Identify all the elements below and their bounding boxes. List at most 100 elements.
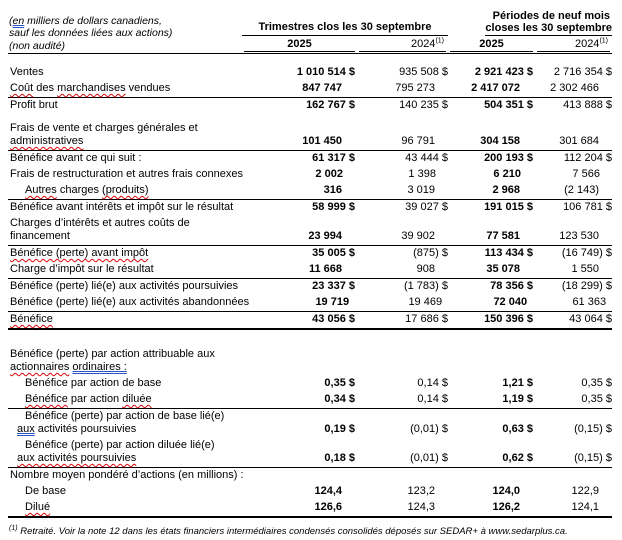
cell-value: (2 143) (564, 184, 599, 196)
table-row: De base 124,4 123,2 124,0 122,9 (8, 484, 612, 500)
table-row: Bénéfice 43 056 $ 17 686 $ 150 396 $ 43 064 … (8, 312, 612, 330)
cell-value: 2 417 072 (471, 82, 520, 94)
table-row: Charge d’impôt sur le résultat 11 668 908 3… (8, 262, 612, 279)
footnote: (1) Retraité. Voir la note 12 dans les é… (8, 524, 612, 537)
label-text: par action (67, 393, 123, 405)
label-text: Bénéfice avant intérêts et impôt sur le … (10, 201, 234, 213)
row-spacer (8, 114, 612, 121)
label-text: (non audité) (9, 39, 66, 52)
label-text: Bénéfice (perte) lié(e) aux activités ab… (10, 296, 250, 308)
label-text: Nombre moyen pondéré d’actions (en milli… (10, 469, 244, 481)
cell-value: 124,1 (571, 501, 599, 513)
row-label: Bénéfice (perte) par action attribuable … (8, 348, 242, 374)
cell-value: 0,14 $ (417, 393, 448, 405)
row-label: Frais de vente et charges générales et ad… (8, 122, 242, 148)
quarter-group-title: Trimestres clos les 30 septembre (242, 21, 448, 36)
cell-value: 504 351 $ (484, 99, 533, 111)
row-label: Bénéfice (perte) avant impôt (8, 247, 242, 260)
cell-value: 39 027 $ (405, 201, 448, 213)
label-text: Bénéfice (perte) par action diluée lié(e… (25, 439, 215, 451)
row-label: Charges d’intérêts et autres coûts de fin… (8, 217, 242, 243)
cell-value: 17 686 $ (405, 313, 448, 325)
spellcheck-marked-text: aux (17, 423, 35, 435)
table-row: Bénéfice (perte) par action attribuable … (8, 347, 612, 376)
row-label: Bénéfice par action diluée (8, 393, 242, 406)
row-label: Bénéfice (perte) par action diluée lié(e… (8, 439, 242, 465)
cell-value: 0,35 $ (581, 393, 612, 405)
table-row: Frais de vente et charges générales et ad… (8, 121, 612, 151)
cell-value: 35 078 (486, 263, 520, 275)
ninemonth-column-group: Périodes de neuf mois closes les 30 sept… (448, 10, 612, 52)
table-row: Autres charges (produits) 316 3 019 2 968 (2… (8, 183, 612, 200)
cell-value: 0,35 $ (324, 377, 355, 389)
cell-value: 2 968 (492, 184, 520, 196)
spellcheck-marked-text: administratives (10, 135, 84, 147)
cell-value: 124,0 (492, 485, 520, 497)
cell-value: (875) $ (413, 247, 448, 259)
row-label: Bénéfice (perte) lié(e) aux activités po… (8, 280, 242, 293)
table-row: Coût des marchandises vendues 847 747 795 … (8, 81, 612, 98)
label-text: Bénéfice avant ce qui suit : (10, 152, 142, 164)
cell-value: 77 581 (486, 230, 520, 242)
label-text: charges (56, 184, 103, 196)
label-text: Bénéfice (perte) lié(e) aux activités po… (10, 280, 239, 292)
cell-value: 1,19 $ (502, 393, 533, 405)
cell-value: (0,15) $ (574, 423, 612, 435)
cell-value: 1 550 (571, 263, 599, 275)
cell-value: 795 273 (395, 82, 435, 94)
cell-value: 19 469 (408, 296, 443, 308)
cell-value: 61 363 (572, 296, 607, 308)
label-text: Bénéfice (perte) par action de base lié(… (25, 410, 225, 422)
label-text: Profit brut (10, 99, 58, 111)
spellcheck-marked-text: Bénéfice (10, 313, 53, 325)
cell-value: 6 210 (493, 168, 521, 180)
cell-value: 150 396 $ (484, 313, 533, 325)
cell-value: 3 019 (407, 184, 435, 196)
table-row: Dilué 126,6 124,3 126,2 124,1 (8, 500, 612, 518)
spellcheck-marked-text: (produits) (102, 184, 149, 196)
table-header: (en milliers de dollars canadiens, sauf l… (8, 10, 612, 54)
row-label: Bénéfice avant intérêts et impôt sur le … (8, 201, 242, 214)
cell-value: 126,2 (492, 501, 520, 513)
table-row: Charges d’intérêts et autres coûts de fin… (8, 216, 612, 246)
table-row: Bénéfice par action de base 0,35 $ 0,14 $ 1… (8, 376, 612, 392)
units-note-line: (en milliers de dollars canadiens, (9, 15, 242, 27)
cell-value: (0,15) $ (574, 452, 612, 464)
units-note-line: (non audité) (9, 40, 242, 52)
table-row: Frais de restructuration et autres frais… (8, 167, 612, 183)
cell-value: 123,2 (407, 485, 435, 497)
table-row: Bénéfice (perte) par action de base lié(… (8, 409, 612, 438)
footnote-marker: (1) (9, 524, 18, 532)
cell-value: 43 056 $ (312, 313, 355, 325)
year-label: 2024 (410, 38, 436, 50)
quarter-column-group: Trimestres clos les 30 septembre 2025 202… (242, 21, 448, 52)
units-note: (en milliers de dollars canadiens, sauf l… (8, 15, 242, 52)
row-label: Bénéfice avant ce qui suit : (8, 152, 242, 165)
cell-value: 113 434 $ (484, 247, 533, 259)
cell-value: 43 444 $ (405, 152, 448, 164)
cell-value: 23 337 $ (312, 280, 355, 292)
row-label: Autres charges (produits) (8, 184, 242, 197)
label-text: financement (10, 230, 70, 242)
year-label: 2024 (574, 38, 600, 50)
spellcheck-marked-text: Autres (25, 184, 57, 196)
footnote-marker: (1) (599, 37, 608, 45)
cell-value: 58 999 $ (312, 201, 355, 213)
label-text: Ventes (10, 66, 44, 78)
label-text: Bénéfice par action de base (25, 377, 162, 389)
cell-value: 96 791 (401, 135, 435, 147)
cell-value: 43 064 $ (569, 313, 612, 325)
cell-value: 0,14 $ (417, 377, 448, 389)
row-label: Bénéfice (perte) par action de base lié(… (8, 410, 242, 436)
cell-value: 19 719 (315, 296, 350, 308)
spellcheck-marked-text: actionnaires (10, 361, 70, 373)
spellcheck-marked-text: Bénéfice (perte) avant impôt (10, 247, 149, 259)
table-row: Bénéfice avant intérêts et impôt sur le … (8, 200, 612, 216)
row-label: Bénéfice par action de base (8, 377, 242, 390)
cell-value: (1 783) $ (403, 280, 448, 292)
row-label: De base (8, 485, 242, 498)
cell-value: 191 015 $ (484, 201, 533, 213)
table-row: Ventes 1 010 514 $ 935 508 $ 2 921 423 $ 2 7… (8, 65, 612, 81)
cell-value: 200 193 $ (484, 152, 533, 164)
units-note-line: sauf les données liées aux actions) (9, 27, 242, 39)
